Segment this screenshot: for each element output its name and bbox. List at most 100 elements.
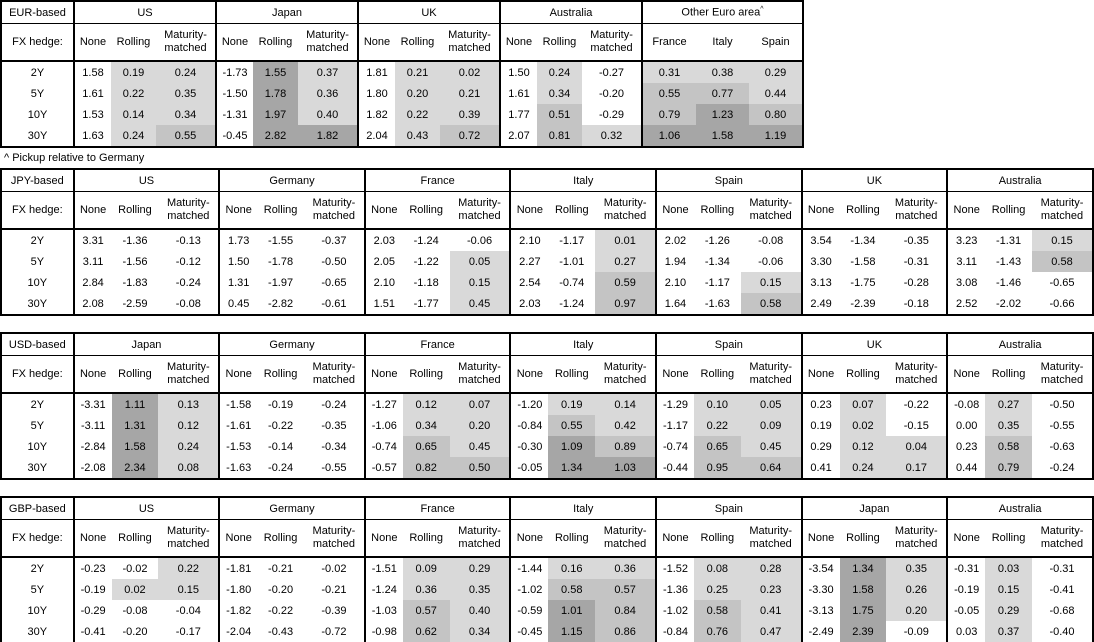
- base-currency-label: EUR-based: [1, 1, 74, 24]
- value-cell: 0.55: [641, 83, 696, 104]
- value-cell: 0.24: [111, 125, 156, 147]
- value-cell: 2.84: [72, 272, 112, 293]
- hedge-type-header: Rolling: [839, 355, 887, 394]
- footnote: ^ Pickup relative to Germany: [4, 152, 145, 164]
- usd-based-table: USD-based Japan Germany France Italy Spain UK A…: [0, 332, 1094, 480]
- value-cell: 0.29: [749, 61, 803, 83]
- value-cell: 2.04: [357, 125, 395, 147]
- hedge-type-header: None: [655, 355, 694, 394]
- value-cell: -1.61: [218, 415, 258, 436]
- hedge-type-header: Maturity-matched: [298, 23, 358, 62]
- hedge-type-header: Rolling: [839, 519, 887, 558]
- value-cell: -1.58: [218, 393, 258, 415]
- value-cell: 0.64: [740, 457, 802, 479]
- value-cell: -2.02: [985, 293, 1032, 315]
- value-cell: 0.02: [111, 579, 159, 600]
- hedge-type-header: None: [509, 355, 549, 394]
- fx-hedge-label: FX hedge:: [1, 23, 74, 62]
- value-cell: 0.17: [886, 457, 948, 479]
- value-cell: 1.97: [253, 104, 298, 125]
- hedge-type-header: None: [218, 355, 258, 394]
- country-header: UK: [357, 1, 500, 24]
- value-cell: 0.23: [800, 393, 840, 415]
- value-cell: 1.94: [655, 251, 694, 272]
- hedge-type-header: None: [655, 519, 694, 558]
- value-cell: 2.82: [253, 125, 298, 147]
- hedge-type-header: Rolling: [693, 355, 741, 394]
- tenor-label: 2Y: [30, 562, 45, 575]
- value-cell: 1.64: [655, 293, 694, 315]
- value-cell: 1.23: [696, 104, 749, 125]
- value-cell: 0.03: [985, 557, 1032, 579]
- value-cell: 0.12: [158, 415, 220, 436]
- hedge-type-header: Maturity-matched: [449, 519, 511, 558]
- hedge-type-header: None: [215, 23, 253, 62]
- value-cell: -1.81: [218, 557, 258, 579]
- value-cell: -0.19: [257, 393, 305, 415]
- value-cell: 0.58: [740, 293, 802, 315]
- value-cell: -0.20: [111, 621, 159, 642]
- value-cell: -0.45: [215, 125, 253, 147]
- value-cell: 0.55: [548, 415, 596, 436]
- value-cell: -0.55: [304, 457, 365, 479]
- tenor-label: 30Y: [27, 625, 48, 638]
- country-header: US: [73, 1, 216, 24]
- table-row: 30Y 1.63 0.24 0.55 -0.45 2.82 1.82 2.04 0.43 0.72…: [1, 125, 803, 147]
- value-cell: -0.39: [304, 600, 365, 621]
- value-cell: -0.24: [158, 272, 220, 293]
- value-cell: 3.11: [946, 251, 986, 272]
- hedge-type-header: Maturity-matched: [1031, 355, 1093, 394]
- hedge-type-header: Rolling: [402, 519, 450, 558]
- value-cell: -0.29: [582, 104, 642, 125]
- country-header: Australia: [499, 1, 642, 24]
- value-cell: -0.24: [257, 457, 305, 479]
- value-cell: -0.35: [886, 229, 948, 251]
- fx-hedge-label: FX hedge:: [1, 191, 74, 230]
- value-cell: -1.63: [218, 457, 258, 479]
- country-header: Australia: [946, 169, 1093, 192]
- value-cell: -1.44: [509, 557, 549, 579]
- table-row: 5Y 3.11 -1.56 -0.12 1.50 -1.78 -0.50 2.05 -1.22 0…: [1, 251, 1093, 272]
- value-cell: -0.84: [655, 621, 694, 642]
- table-row: 30Y 2.08 -2.59 -0.08 0.45 -2.82 -0.61 1.51 -1.77…: [1, 293, 1093, 315]
- hedge-type-header: Maturity-matched: [449, 191, 511, 230]
- value-cell: -0.68: [1031, 600, 1093, 621]
- value-cell: 0.72: [440, 125, 500, 147]
- value-cell: -0.31: [1031, 557, 1093, 579]
- eur-based-table: EUR-based US Japan UK Australia Other Euro ar…: [0, 0, 1094, 148]
- value-cell: 0.65: [693, 436, 741, 457]
- country-header: France: [363, 497, 511, 520]
- table-row: 30Y -0.41 -0.20 -0.17 -2.04 -0.43 -0.72 -0.98 0.…: [1, 621, 1093, 642]
- value-cell: -1.24: [402, 229, 450, 251]
- country-header: Germany: [218, 497, 365, 520]
- value-cell: -1.50: [215, 83, 253, 104]
- value-cell: -0.19: [946, 579, 986, 600]
- value-cell: -0.44: [655, 457, 694, 479]
- value-cell: -0.12: [158, 251, 220, 272]
- value-cell: 0.07: [449, 393, 511, 415]
- value-cell: 1.31: [111, 415, 159, 436]
- value-cell: -0.02: [111, 557, 159, 579]
- value-cell: -1.34: [839, 229, 887, 251]
- value-cell: 0.59: [595, 272, 657, 293]
- hedge-type-header: None: [800, 519, 840, 558]
- value-cell: 0.08: [158, 457, 220, 479]
- hedge-type-header: Rolling: [693, 519, 741, 558]
- value-cell: 0.28: [740, 557, 802, 579]
- hedge-type-header: None: [72, 355, 112, 394]
- value-cell: 0.25: [693, 579, 741, 600]
- value-cell: -0.20: [582, 83, 642, 104]
- value-cell: 2.05: [363, 251, 403, 272]
- value-cell: -0.18: [886, 293, 948, 315]
- value-cell: -0.24: [1031, 457, 1093, 479]
- value-cell: 0.31: [641, 61, 696, 83]
- hedge-type-header: None: [655, 191, 694, 230]
- value-cell: 1.19: [749, 125, 803, 147]
- value-cell: 3.54: [800, 229, 840, 251]
- value-cell: 0.07: [839, 393, 887, 415]
- value-cell: 0.15: [449, 272, 511, 293]
- value-cell: -0.41: [72, 621, 112, 642]
- value-cell: -0.43: [257, 621, 305, 642]
- hedge-type-header: None: [363, 191, 403, 230]
- hedge-type-header: Maturity-matched: [740, 355, 802, 394]
